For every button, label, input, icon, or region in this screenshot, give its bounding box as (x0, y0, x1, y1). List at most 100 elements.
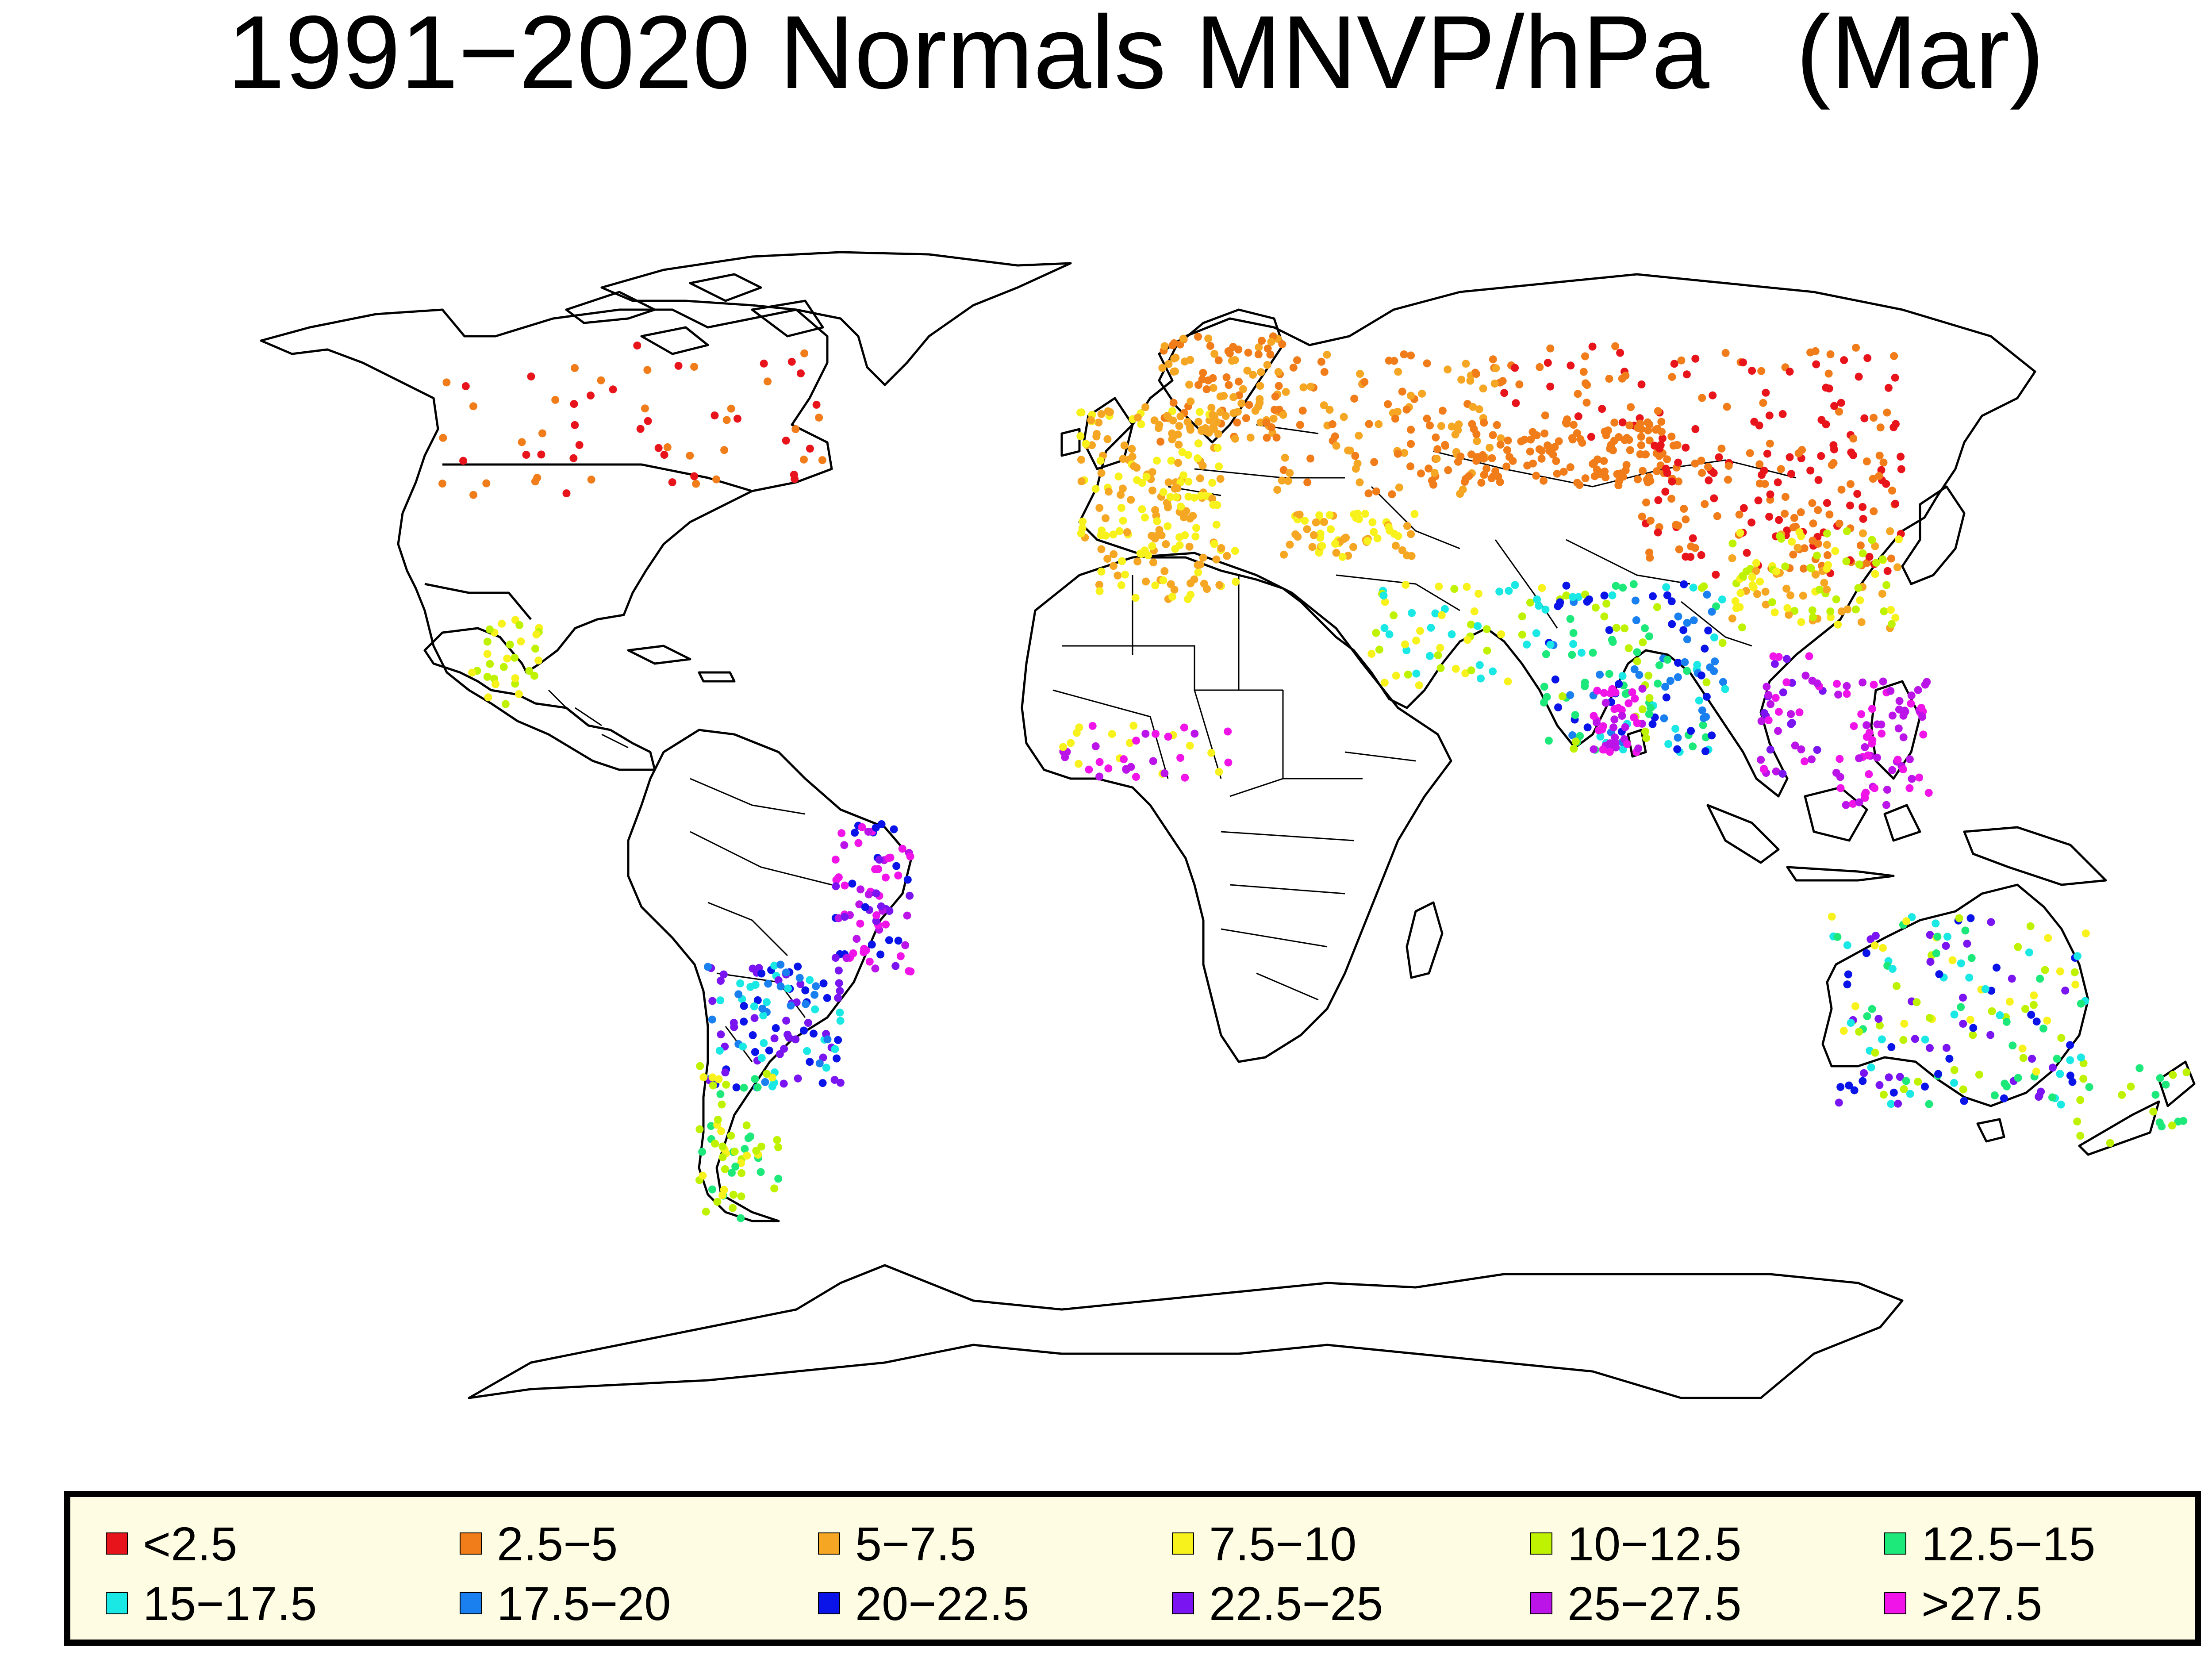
station-dot (1675, 545, 1683, 553)
station-dot (1743, 549, 1751, 557)
station-dot (1104, 764, 1113, 772)
station-dot (1505, 587, 1513, 595)
station-dot (1500, 389, 1509, 397)
station-dot (1731, 597, 1740, 605)
legend-label: 5−7.5 (855, 1517, 976, 1571)
station-dot (1573, 429, 1581, 438)
station-dot (1171, 545, 1179, 553)
station-dot (1747, 518, 1756, 527)
station-dot (1869, 475, 1877, 483)
station-dot (1887, 554, 1895, 563)
station-dot (2002, 1018, 2011, 1026)
station-dot (1187, 591, 1195, 599)
legend-swatch (1530, 1592, 1552, 1614)
station-dot (1549, 450, 1557, 459)
station-dot (1441, 441, 1449, 449)
station-dot (1207, 749, 1216, 757)
station-dot (727, 404, 735, 413)
station-dot (2149, 1107, 2158, 1116)
station-dot (1795, 708, 1804, 717)
station-dot (1214, 356, 1223, 365)
station-dot (862, 946, 870, 955)
station-dot (876, 950, 885, 959)
station-dot (1263, 361, 1271, 369)
station-dot (1623, 740, 1632, 748)
station-dot (1574, 390, 1582, 398)
station-dot (1245, 401, 1253, 409)
station-dot (1697, 457, 1705, 465)
station-dot (1541, 411, 1549, 420)
station-dot (1168, 592, 1176, 601)
station-dot (1843, 605, 1852, 614)
station-dot (1417, 469, 1425, 478)
station-dot (1267, 423, 1276, 431)
station-dot (1868, 1005, 1876, 1013)
station-dot (1521, 435, 1529, 444)
station-dot (1257, 368, 1265, 376)
station-dot (877, 902, 885, 910)
station-dot (2169, 1071, 2177, 1079)
station-dot (872, 823, 880, 832)
station-dot (1887, 606, 1895, 614)
station-dot (1870, 680, 1878, 689)
station-dot (1712, 602, 1720, 611)
station-dot (842, 954, 851, 962)
station-dot (836, 987, 844, 995)
legend-item: 20−22.5 (818, 1574, 1029, 1632)
station-dot (1823, 585, 1831, 594)
station-dot (1960, 1097, 1968, 1105)
station-dot (1452, 664, 1460, 673)
station-dot (768, 1082, 776, 1091)
station-dot (774, 1143, 783, 1152)
station-dot (1274, 368, 1283, 376)
station-dot (1503, 446, 1511, 454)
station-dot (801, 986, 810, 995)
station-dot (1969, 1024, 1978, 1032)
station-dot (858, 823, 866, 831)
station-dot (1546, 641, 1555, 649)
station-dot (1200, 580, 1208, 588)
station-dot (1384, 400, 1392, 408)
station-dot (865, 957, 874, 966)
station-dot (1855, 372, 1863, 381)
station-dot (1599, 745, 1607, 754)
station-dot (836, 1008, 844, 1017)
station-dot (1739, 358, 1747, 367)
station-dot (1239, 385, 1247, 393)
station-dot (1170, 368, 1178, 376)
station-dot (1757, 717, 1766, 725)
station-dot (1244, 349, 1252, 357)
station-dot (1860, 1069, 1868, 1077)
station-dot (1851, 1002, 1859, 1010)
station-dot (737, 1192, 745, 1201)
station-dot (702, 1207, 710, 1216)
station-dot (1900, 1085, 1908, 1093)
legend-label: >27.5 (1921, 1576, 2043, 1630)
station-dot (1273, 486, 1282, 494)
station-dot (1221, 412, 1230, 420)
station-dot (636, 425, 645, 433)
station-dot (1263, 344, 1272, 353)
station-dot (1400, 350, 1408, 358)
station-dot (765, 1046, 773, 1055)
station-dot (1198, 461, 1207, 470)
station-dot (1137, 420, 1145, 428)
station-dot (749, 964, 757, 973)
station-dot (1132, 773, 1140, 781)
station-dot (1808, 499, 1816, 507)
station-dot (1232, 578, 1240, 586)
station-dot (1216, 408, 1225, 416)
station-dot (1169, 399, 1178, 407)
station-dot (1865, 553, 1874, 561)
station-dot (1328, 420, 1336, 428)
legend-label: <2.5 (143, 1517, 238, 1571)
station-dot (711, 1140, 719, 1148)
station-dot (787, 1001, 795, 1010)
station-dot (2056, 1070, 2064, 1078)
station-dot (1225, 349, 1234, 357)
station-dot (1855, 798, 1863, 806)
station-dot (1624, 644, 1633, 653)
station-dot (699, 1073, 708, 1081)
station-dot (1587, 433, 1595, 441)
station-dot (1088, 441, 1096, 449)
